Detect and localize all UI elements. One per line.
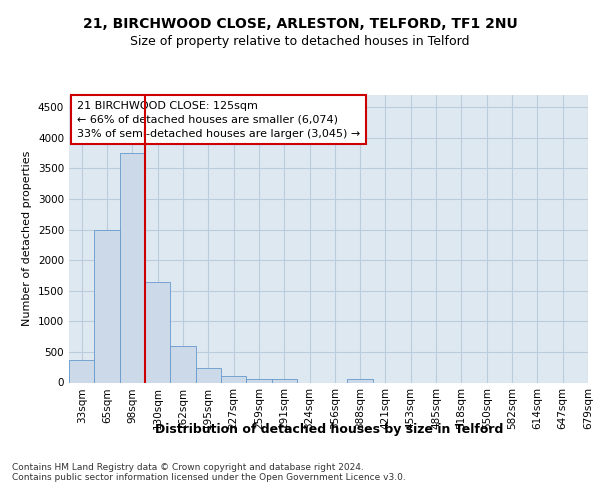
Bar xyxy=(196,368,221,382)
Bar xyxy=(272,379,297,382)
Bar xyxy=(119,153,145,382)
Y-axis label: Number of detached properties: Number of detached properties xyxy=(22,151,32,326)
Bar xyxy=(246,379,272,382)
Text: Distribution of detached houses by size in Telford: Distribution of detached houses by size … xyxy=(155,422,503,436)
Bar xyxy=(69,360,94,382)
Bar xyxy=(221,376,246,382)
Text: Contains HM Land Registry data © Crown copyright and database right 2024.
Contai: Contains HM Land Registry data © Crown c… xyxy=(12,462,406,482)
Text: 21, BIRCHWOOD CLOSE, ARLESTON, TELFORD, TF1 2NU: 21, BIRCHWOOD CLOSE, ARLESTON, TELFORD, … xyxy=(83,18,517,32)
Bar xyxy=(170,346,196,383)
Bar xyxy=(347,379,373,382)
Bar xyxy=(94,230,119,382)
Text: 21 BIRCHWOOD CLOSE: 125sqm
← 66% of detached houses are smaller (6,074)
33% of s: 21 BIRCHWOOD CLOSE: 125sqm ← 66% of deta… xyxy=(77,101,360,139)
Bar xyxy=(145,282,170,382)
Text: Size of property relative to detached houses in Telford: Size of property relative to detached ho… xyxy=(130,35,470,48)
